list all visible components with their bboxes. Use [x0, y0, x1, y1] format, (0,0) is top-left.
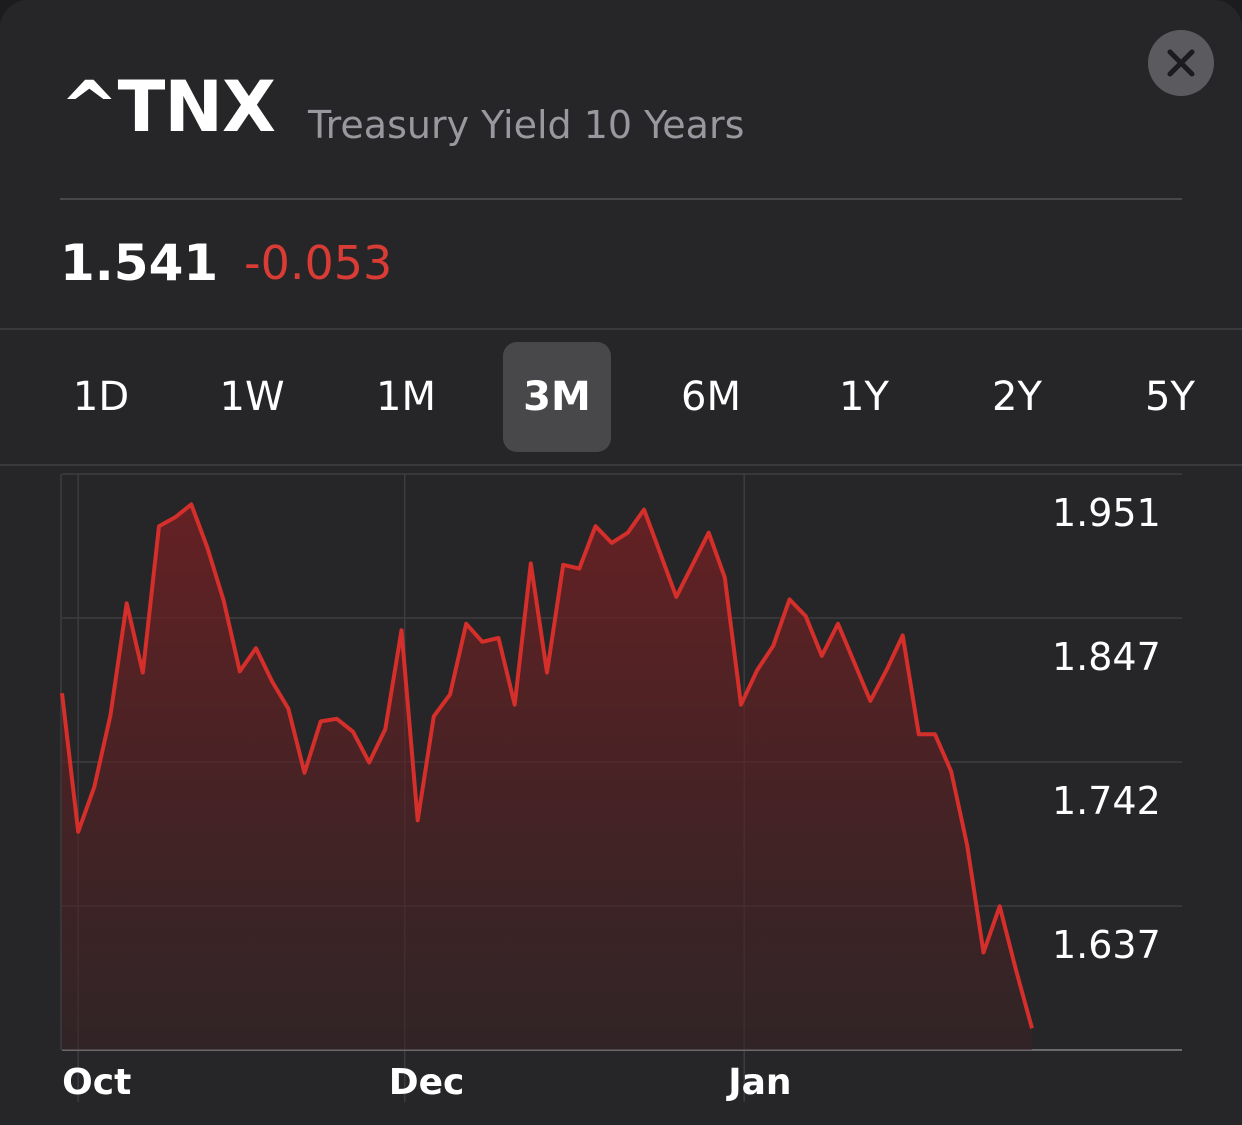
chart-series-line — [60, 502, 1034, 1029]
y-tick-label: 1.742 — [1052, 779, 1161, 823]
price-change: -0.053 — [244, 236, 393, 290]
header-divider — [60, 198, 1182, 200]
close-icon — [1167, 49, 1195, 77]
tab-3m[interactable]: 3M — [503, 342, 611, 452]
tab-6m[interactable]: 6M — [681, 374, 741, 420]
range-tabs: 1D 1W 1M 3M 6M 1Y 2Y 5Y — [0, 330, 1242, 464]
tab-1m[interactable]: 1M — [376, 374, 436, 420]
tabs-bottom-divider — [0, 464, 1242, 466]
x-tick-label: Oct — [62, 1062, 131, 1103]
y-tick-label: 1.847 — [1052, 635, 1161, 679]
close-button[interactable] — [1148, 30, 1214, 96]
y-tick-label: 1.637 — [1052, 923, 1161, 967]
tab-2y[interactable]: 2Y — [992, 374, 1042, 420]
security-name: Treasury Yield 10 Years — [308, 103, 745, 147]
x-tick-label: Dec — [389, 1062, 465, 1103]
y-tick-label: 1.951 — [1052, 491, 1161, 535]
chart-area-fill — [62, 504, 1032, 1050]
tab-1y[interactable]: 1Y — [839, 374, 889, 420]
current-price: 1.541 — [60, 234, 219, 292]
tabs-top-divider — [0, 328, 1242, 330]
tab-5y[interactable]: 5Y — [1145, 374, 1195, 420]
x-tick-label: Jan — [725, 1062, 791, 1103]
ticker-symbol: ^TNX — [60, 66, 276, 148]
tab-1d[interactable]: 1D — [72, 374, 130, 420]
tab-1w[interactable]: 1W — [219, 374, 285, 420]
